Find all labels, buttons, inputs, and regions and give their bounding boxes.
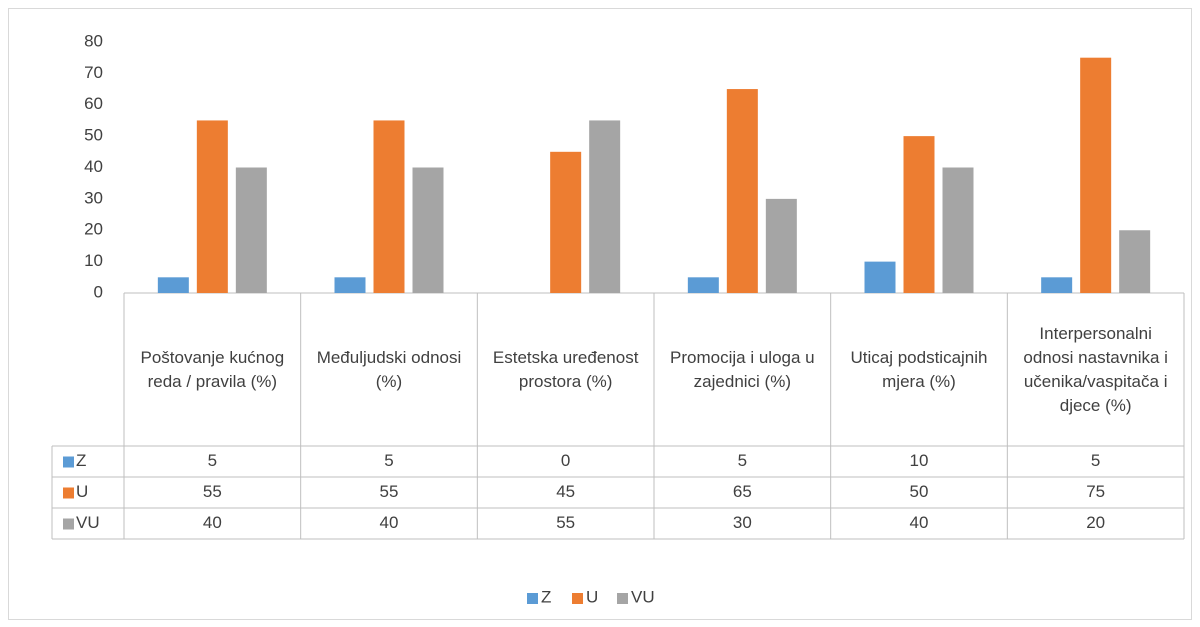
- category-label: Uticaj podsticajnih mjera (%): [850, 347, 988, 391]
- y-tick-label: 60: [84, 94, 103, 113]
- category-label: Međuljudski odnosi (%): [316, 347, 462, 391]
- bar: [334, 277, 366, 293]
- table-value: 30: [733, 513, 752, 532]
- y-tick-label: 70: [84, 63, 103, 82]
- legend-key: [63, 518, 74, 530]
- legend-key: [63, 487, 74, 499]
- bar: [235, 167, 267, 293]
- bar: [1080, 57, 1112, 293]
- row-header: VU: [76, 513, 100, 532]
- bar: [550, 151, 582, 293]
- y-tick-label: 30: [84, 188, 103, 207]
- legend-label: VU: [631, 587, 655, 606]
- table-value: 0: [561, 451, 570, 470]
- bar: [687, 277, 719, 293]
- category-label: Promocija i uloga u zajednici (%): [670, 347, 815, 391]
- bar: [157, 277, 189, 293]
- y-tick-label: 80: [84, 31, 103, 50]
- table-value: 40: [203, 513, 222, 532]
- bar: [765, 198, 797, 293]
- bar: [903, 136, 935, 293]
- bar: [864, 261, 896, 293]
- legend-key: [527, 593, 538, 604]
- category-label: Poštovanje kućnog reda / pravila (%): [140, 347, 285, 391]
- table-value: 55: [203, 482, 222, 501]
- y-tick-label: 20: [84, 220, 103, 239]
- table-value: 5: [1091, 451, 1100, 470]
- table-value: 5: [208, 451, 217, 470]
- table-value: 50: [910, 482, 929, 501]
- legend-key: [572, 593, 583, 604]
- table-value: 40: [380, 513, 399, 532]
- legend-key: [63, 456, 74, 468]
- bar: [1119, 230, 1151, 293]
- row-header: Z: [76, 451, 86, 470]
- category-label: Estetska uređenost prostora (%): [492, 347, 639, 391]
- y-tick-label: 50: [84, 126, 103, 145]
- bar: [726, 89, 758, 293]
- y-tick-label: 40: [84, 157, 103, 176]
- table-value: 75: [1086, 482, 1105, 501]
- y-tick-label: 0: [94, 282, 103, 301]
- row-header: U: [76, 482, 88, 501]
- legend-label: U: [586, 587, 598, 606]
- category-label: Interpersonalni odnosi nastavnika i učen…: [1023, 323, 1168, 415]
- legend-label: Z: [541, 587, 551, 606]
- table-value: 55: [556, 513, 575, 532]
- bar: [196, 120, 228, 293]
- table-value: 10: [910, 451, 929, 470]
- table-value: 5: [384, 451, 393, 470]
- table-value: 45: [556, 482, 575, 501]
- bar: [1041, 277, 1073, 293]
- table-value: 40: [910, 513, 929, 532]
- table-value: 20: [1086, 513, 1105, 532]
- table-value: 5: [738, 451, 747, 470]
- chart-border: [8, 8, 1192, 620]
- legend-key: [617, 593, 628, 604]
- table-value: 65: [733, 482, 752, 501]
- table-value: 55: [380, 482, 399, 501]
- bar: [589, 120, 621, 293]
- y-tick-label: 10: [84, 251, 103, 270]
- bar: [373, 120, 405, 293]
- bar: [412, 167, 444, 293]
- bar: [942, 167, 974, 293]
